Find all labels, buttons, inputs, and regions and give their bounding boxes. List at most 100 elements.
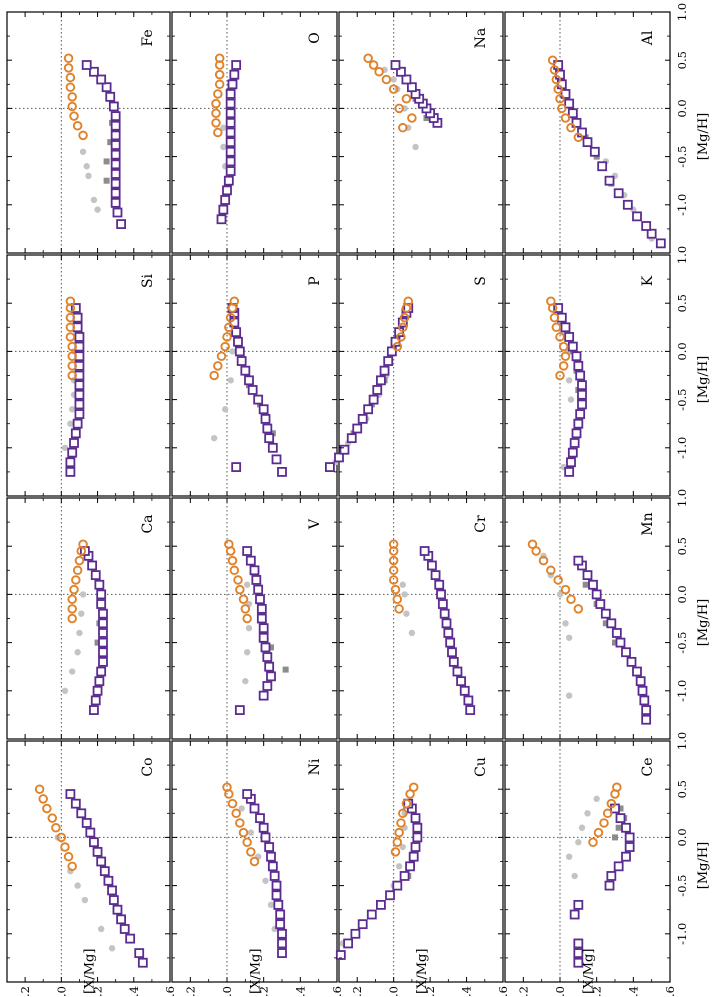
orange-circle-point: [221, 343, 229, 351]
y-tick-label: 0.2: [18, 986, 32, 997]
orange-circle-point: [68, 615, 76, 623]
x-tick-label: 0.5: [675, 780, 689, 798]
gray-circle-point: [80, 591, 86, 597]
orange-circle-point: [65, 853, 73, 861]
purple-square-point: [596, 600, 604, 608]
purple-square-point: [95, 677, 103, 685]
orange-circle-point: [76, 557, 84, 565]
purple-square-point: [110, 102, 118, 110]
gray-circle-point: [579, 825, 585, 831]
gray-circle-point: [244, 582, 250, 588]
purple-square-point: [326, 463, 334, 471]
purple-square-point: [121, 925, 129, 933]
purple-square-point: [260, 624, 268, 632]
purple-square-point: [574, 420, 582, 428]
orange-circle-point: [36, 785, 44, 793]
purple-square-point: [97, 858, 105, 866]
purple-square-point: [88, 561, 96, 569]
x-axis-label: [Mg/H]: [696, 113, 711, 161]
purple-square-point: [622, 648, 630, 656]
purple-square-point: [562, 323, 570, 331]
orange-circle-point: [234, 576, 242, 584]
purple-square-point: [265, 434, 273, 442]
purple-square-point: [256, 814, 264, 822]
element-label-ce: Ce: [640, 758, 656, 777]
orange-circle-point: [554, 576, 562, 584]
element-label-s: S: [473, 276, 489, 286]
purple-square-point: [70, 439, 78, 447]
purple-square-point: [245, 376, 253, 384]
orange-circle-point: [67, 83, 75, 91]
purple-square-point: [218, 215, 226, 223]
orange-circle-point: [375, 68, 383, 76]
purple-square-point: [126, 935, 134, 943]
element-label-o: O: [307, 32, 323, 43]
purple-square-point: [565, 100, 573, 108]
purple-square-point: [410, 853, 418, 861]
orange-circle-point: [68, 103, 76, 111]
purple-square-point: [271, 872, 279, 880]
purple-square-point: [99, 610, 107, 618]
panel-frame: [339, 255, 503, 496]
purple-square-point: [112, 180, 120, 188]
purple-square-point: [92, 571, 100, 579]
gray-circle-point: [227, 377, 233, 383]
purple-square-point: [106, 93, 114, 101]
orange-circle-point: [567, 595, 575, 603]
orange-circle-point: [67, 74, 75, 82]
gray-circle-point: [403, 610, 409, 616]
panel-frame: [339, 498, 503, 739]
orange-circle-point: [214, 129, 222, 137]
y-tick-label: 0.2: [183, 986, 197, 997]
purple-square-point: [74, 420, 82, 428]
x-tick-label: 1.0: [675, 489, 689, 507]
purple-square-point: [243, 547, 251, 555]
purple-square-point: [267, 853, 275, 861]
purple-square-point: [112, 170, 120, 178]
orange-circle-point: [251, 858, 259, 866]
gray-circle-point: [566, 635, 572, 641]
panel-frame: [7, 12, 170, 253]
purple-square-point: [574, 362, 582, 370]
purple-square-point: [265, 843, 273, 851]
purple-square-point: [227, 90, 235, 98]
purple-square-point: [258, 605, 266, 613]
purple-square-point: [569, 109, 577, 117]
orange-circle-point: [65, 64, 73, 72]
purple-square-point: [576, 372, 584, 380]
panel-frame: [172, 255, 337, 496]
purple-square-point: [464, 696, 472, 704]
gray-square-point: [104, 158, 110, 164]
gray-circle-point: [409, 630, 415, 636]
gray-circle-point: [401, 591, 407, 597]
purple-square-point: [457, 677, 465, 685]
purple-square-point: [97, 590, 105, 598]
purple-square-point: [112, 189, 120, 197]
gray-circle-point: [211, 435, 217, 441]
purple-square-point: [234, 338, 242, 346]
purple-square-point: [359, 920, 367, 928]
panel-frame: [172, 741, 337, 982]
orange-circle-point: [600, 819, 608, 827]
purple-square-point: [251, 566, 259, 574]
gray-circle-point: [412, 144, 418, 150]
purple-square-point: [104, 877, 112, 885]
purple-square-point: [112, 151, 120, 159]
purple-square-point: [606, 177, 614, 185]
orange-circle-point: [212, 109, 220, 117]
purple-square-point: [278, 930, 286, 938]
purple-square-point: [391, 61, 399, 69]
gray-square-point: [616, 825, 622, 831]
orange-circle-point: [231, 567, 239, 575]
x-tick-label: -0.5: [675, 875, 689, 897]
gray-circle-point: [76, 630, 82, 636]
gray-circle-point: [390, 76, 396, 82]
y-axis-label: [X/Mg]: [415, 949, 430, 994]
purple-square-point: [571, 439, 579, 447]
purple-square-point: [624, 201, 632, 209]
purple-square-point: [648, 230, 656, 238]
orange-circle-point: [39, 795, 47, 803]
gray-circle-point: [248, 829, 254, 835]
orange-circle-point: [43, 805, 51, 813]
x-tick-label: 0.0: [675, 828, 689, 846]
